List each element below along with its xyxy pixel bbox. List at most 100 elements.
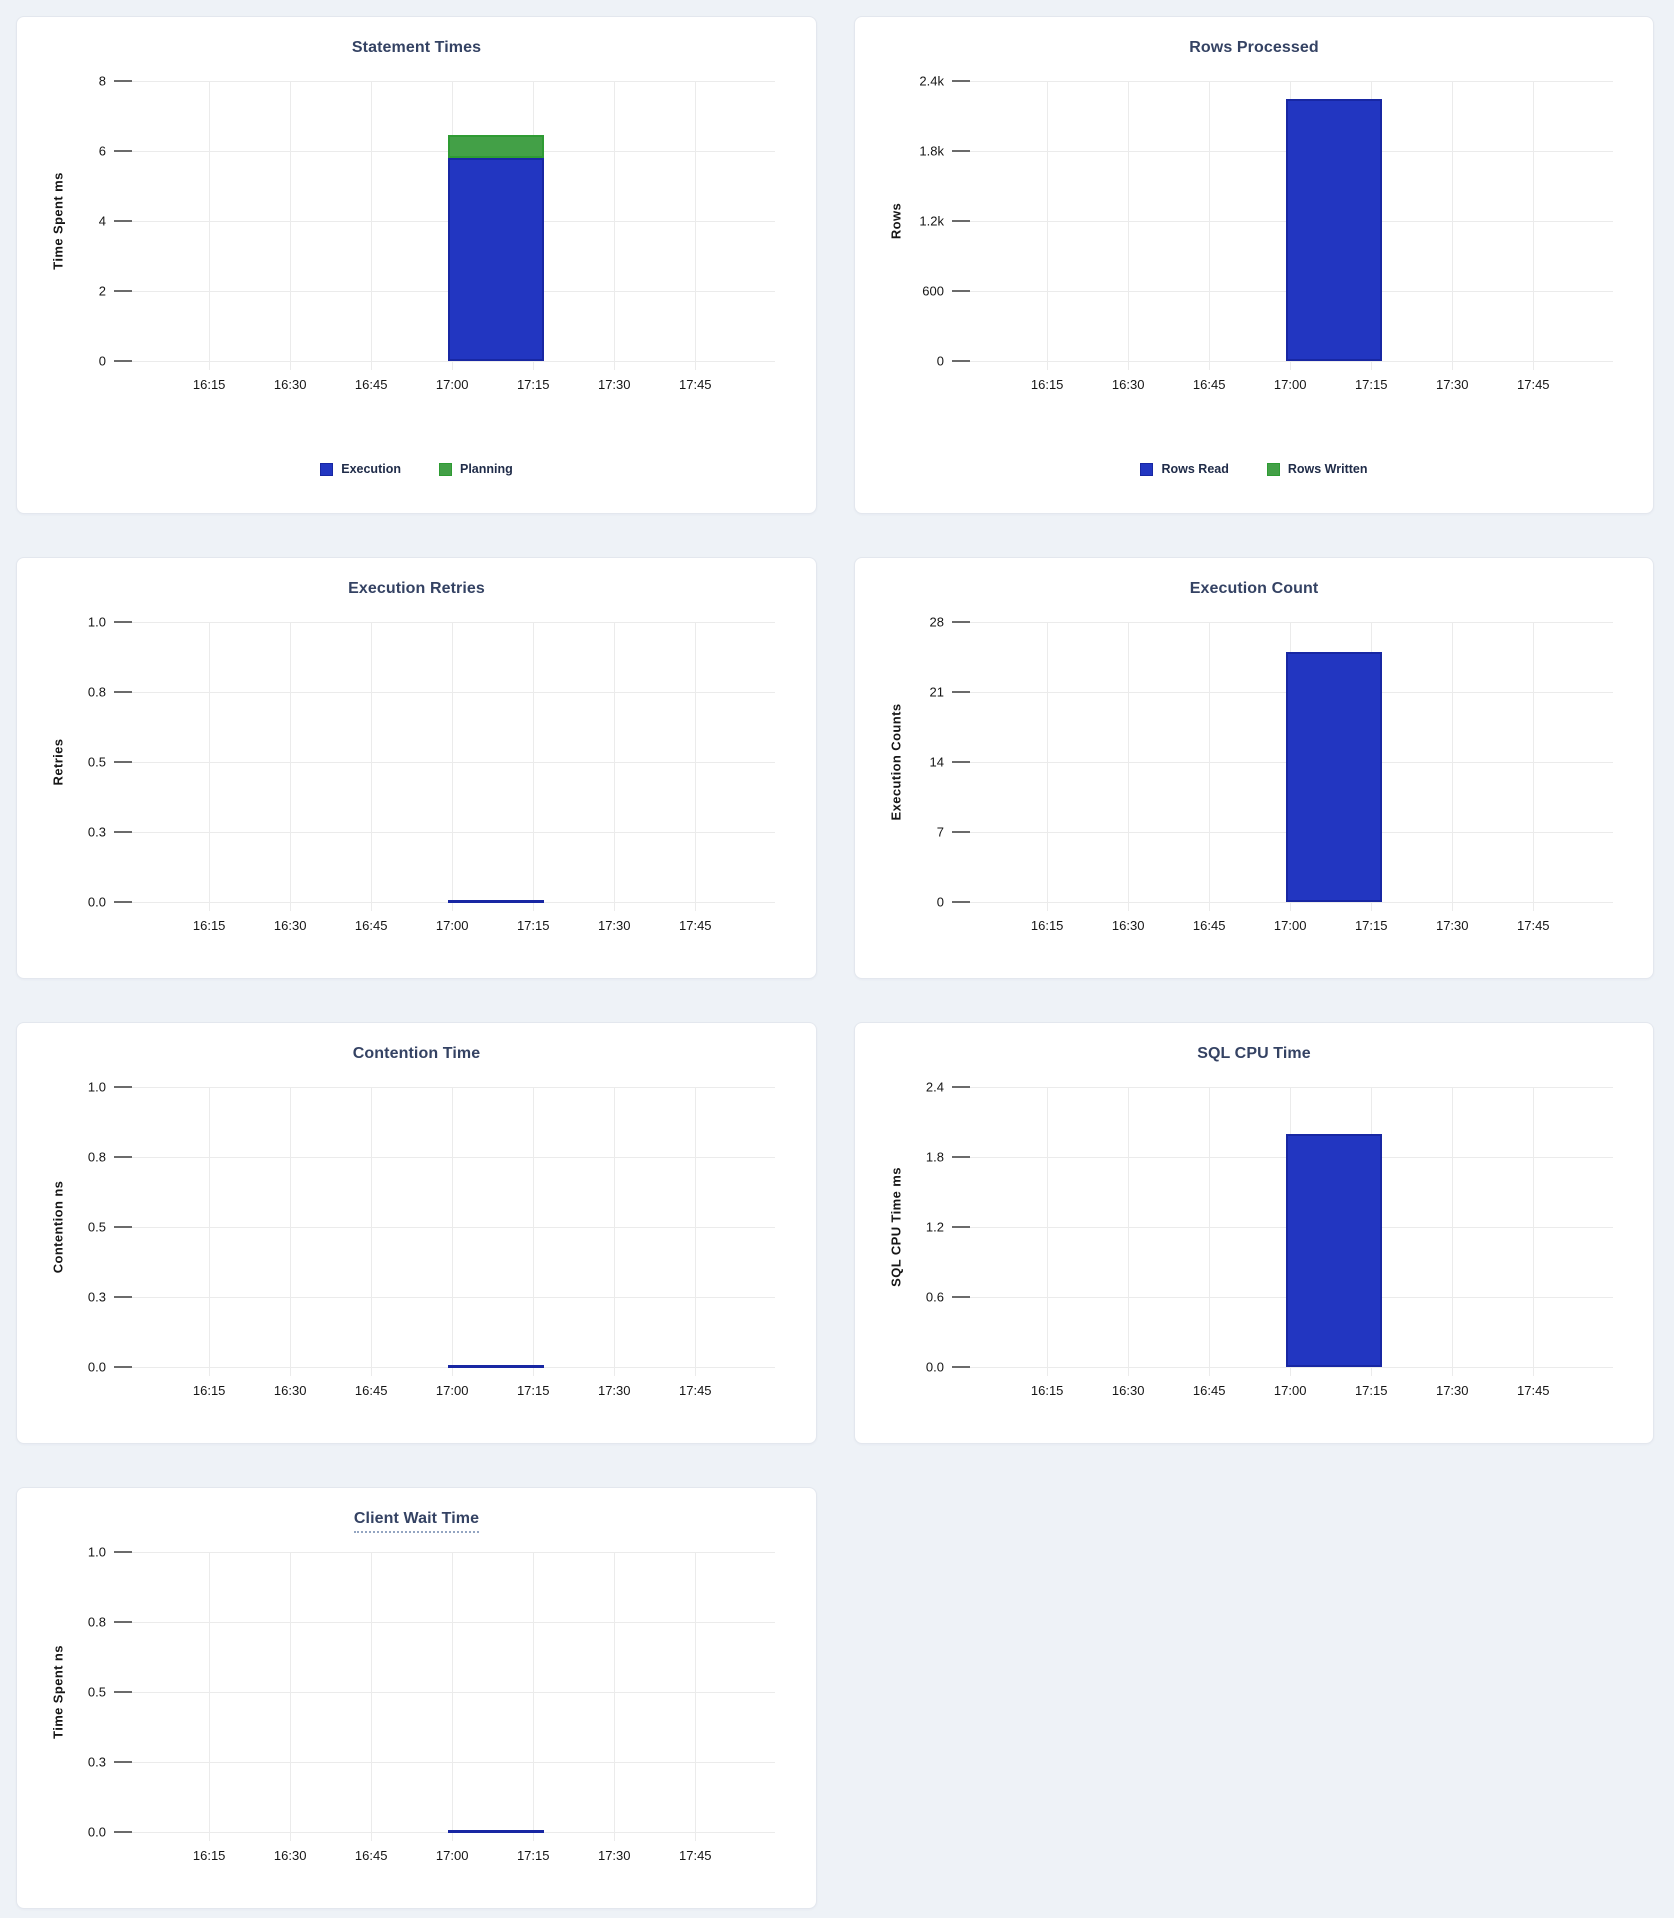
x-tick-label: 17:00 [435,918,469,933]
y-axis-tick-mark [114,80,132,82]
v-gridline [290,81,292,370]
y-tick-label: 0.3 [87,1754,106,1770]
bar-execution-count[interactable] [1286,652,1383,902]
chart-title-text-with-tooltip[interactable]: Client Wait Time [353,1510,480,1533]
x-tick-label: 17:15 [1354,918,1388,933]
chart-legend: Execution Planning [17,462,816,476]
v-gridline [1047,81,1049,370]
y-axis-tick-mark [952,290,970,292]
x-tick-label: 16:45 [354,377,388,392]
v-gridline [1452,1087,1454,1376]
y-tick-label: 1.2k [919,213,944,229]
x-tick-label: 16:45 [1192,1383,1226,1398]
chart-title-text: Rows Processed [1189,39,1319,56]
y-axis-tick-mark [952,831,970,833]
v-gridline [1128,81,1130,370]
x-tick-label: 16:15 [192,1848,226,1863]
y-axis-tick-mark [114,901,132,903]
x-tick-label: 17:30 [597,1848,631,1863]
y-tick-label: 0.3 [87,824,106,840]
bar-sql-cpu-time[interactable] [1286,1133,1383,1367]
y-tick-label: 0.5 [87,754,106,770]
y-axis-tick-mark [952,220,970,222]
bar-execution[interactable] [448,158,545,361]
y-tick-label: 2 [98,283,106,299]
bar-planning[interactable] [448,135,545,158]
statement-times-plot-area[interactable]: 8 6 4 2 0 16:15 16:30 16:45 17:00 17:15 17:30 17:45 [99,74,775,392]
zero-value-bar[interactable] [448,1365,545,1368]
x-tick-label: 17:45 [678,1383,712,1398]
y-axis-tick-mark [952,360,970,362]
y-tick-label: 2.4k [919,73,944,89]
v-gridline [695,1552,697,1841]
x-tick-label: 16:15 [1030,918,1064,933]
x-tick-label: 17:15 [516,918,550,933]
x-tick-label: 17:45 [1516,377,1550,392]
legend-item-planning[interactable]: Planning [438,462,513,476]
v-gridline [614,1552,616,1841]
zero-value-bar[interactable] [448,900,545,903]
y-axis-label: Retries [50,738,66,786]
y-tick-label: 2.4 [925,1079,944,1095]
y-tick-label: 7 [936,824,944,840]
v-gridline [371,81,373,370]
contention-time-plot-area[interactable]: 1.0 0.8 0.5 0.3 0.0 16:15 16:30 16:45 17:00 17:15… [88,1080,775,1398]
execution-count-plot-area[interactable]: 28 21 14 7 0 16:15 16:30 16:45 17:00 17:15 17:30 17… [930,615,1613,933]
chart-title-text: Contention Time [352,1045,481,1062]
client-wait-time-plot-area[interactable]: 1.0 0.8 0.5 0.3 0.0 16:15 16:30 16:45 17:00 17:15… [88,1545,775,1863]
x-tick-label: 17:30 [1435,918,1469,933]
v-gridline [371,622,373,911]
y-axis-label: Time Spent ms [50,172,66,270]
y-tick-label: 0 [936,894,944,910]
h-gridline [114,691,775,693]
x-tick-label: 16:30 [273,1848,307,1863]
y-tick-label: 1.8 [925,1149,944,1165]
chart-title: SQL CPU Time [855,1045,1653,1063]
y-axis-label: SQL CPU Time ms [888,1167,904,1287]
v-gridline [290,1552,292,1841]
bar-rows-read[interactable] [1286,98,1383,361]
execution-retries-plot-area[interactable]: 1.0 0.8 0.5 0.3 0.0 16:15 16:30 16:45 17:00 17:15… [88,615,775,933]
chart-title: Statement Times [17,39,816,57]
x-tick-label: 17:30 [1435,377,1469,392]
legend-label: Rows Written [1287,462,1368,476]
v-gridline [1209,622,1211,911]
y-axis-tick-mark [114,1621,132,1623]
zero-value-bar[interactable] [448,1830,545,1833]
v-gridline [695,1087,697,1376]
legend-item-execution[interactable]: Execution [320,462,401,476]
y-tick-label: 0.0 [87,894,106,910]
x-tick-label: 16:45 [354,1848,388,1863]
y-tick-label: 0.8 [87,684,106,700]
y-axis-label: Rows [888,202,904,240]
h-gridline [114,761,775,763]
legend-item-rows-written[interactable]: Rows Written [1266,462,1368,476]
v-gridline [209,81,211,370]
v-gridline [452,1552,454,1841]
rows-processed-plot-area[interactable]: 2.4k 1.8k 1.2k 600 0 16:15 16:30 16:45 17:00 17:1… [919,74,1613,392]
x-tick-label: 17:00 [435,1383,469,1398]
v-gridline [1128,622,1130,911]
x-tick-label: 17:15 [1354,1383,1388,1398]
x-tick-label: 16:15 [1030,1383,1064,1398]
v-gridline [1533,622,1535,911]
v-gridline [371,1087,373,1376]
y-tick-label: 28 [929,614,944,630]
x-tick-label: 16:45 [354,918,388,933]
legend-label: Rows Read [1161,462,1229,476]
v-gridline [209,1087,211,1376]
legend-swatch-icon [1266,462,1280,476]
sql-cpu-time-plot-area[interactable]: 2.4 1.8 1.2 0.6 0.0 16:15 16:30 16:45 17:00 17:15… [926,1080,1613,1398]
legend-item-rows-read[interactable]: Rows Read [1140,462,1229,476]
chart-title: Execution Count [855,580,1653,598]
y-axis-tick-mark [952,691,970,693]
y-axis-tick-mark [114,360,132,362]
x-tick-label: 16:30 [273,377,307,392]
y-axis-tick-mark [114,1551,132,1553]
y-tick-label: 8 [98,73,106,89]
x-tick-label: 16:15 [1030,377,1064,392]
y-axis-tick-mark [952,761,970,763]
legend-label: Planning [459,462,513,476]
v-gridline [1047,1087,1049,1376]
